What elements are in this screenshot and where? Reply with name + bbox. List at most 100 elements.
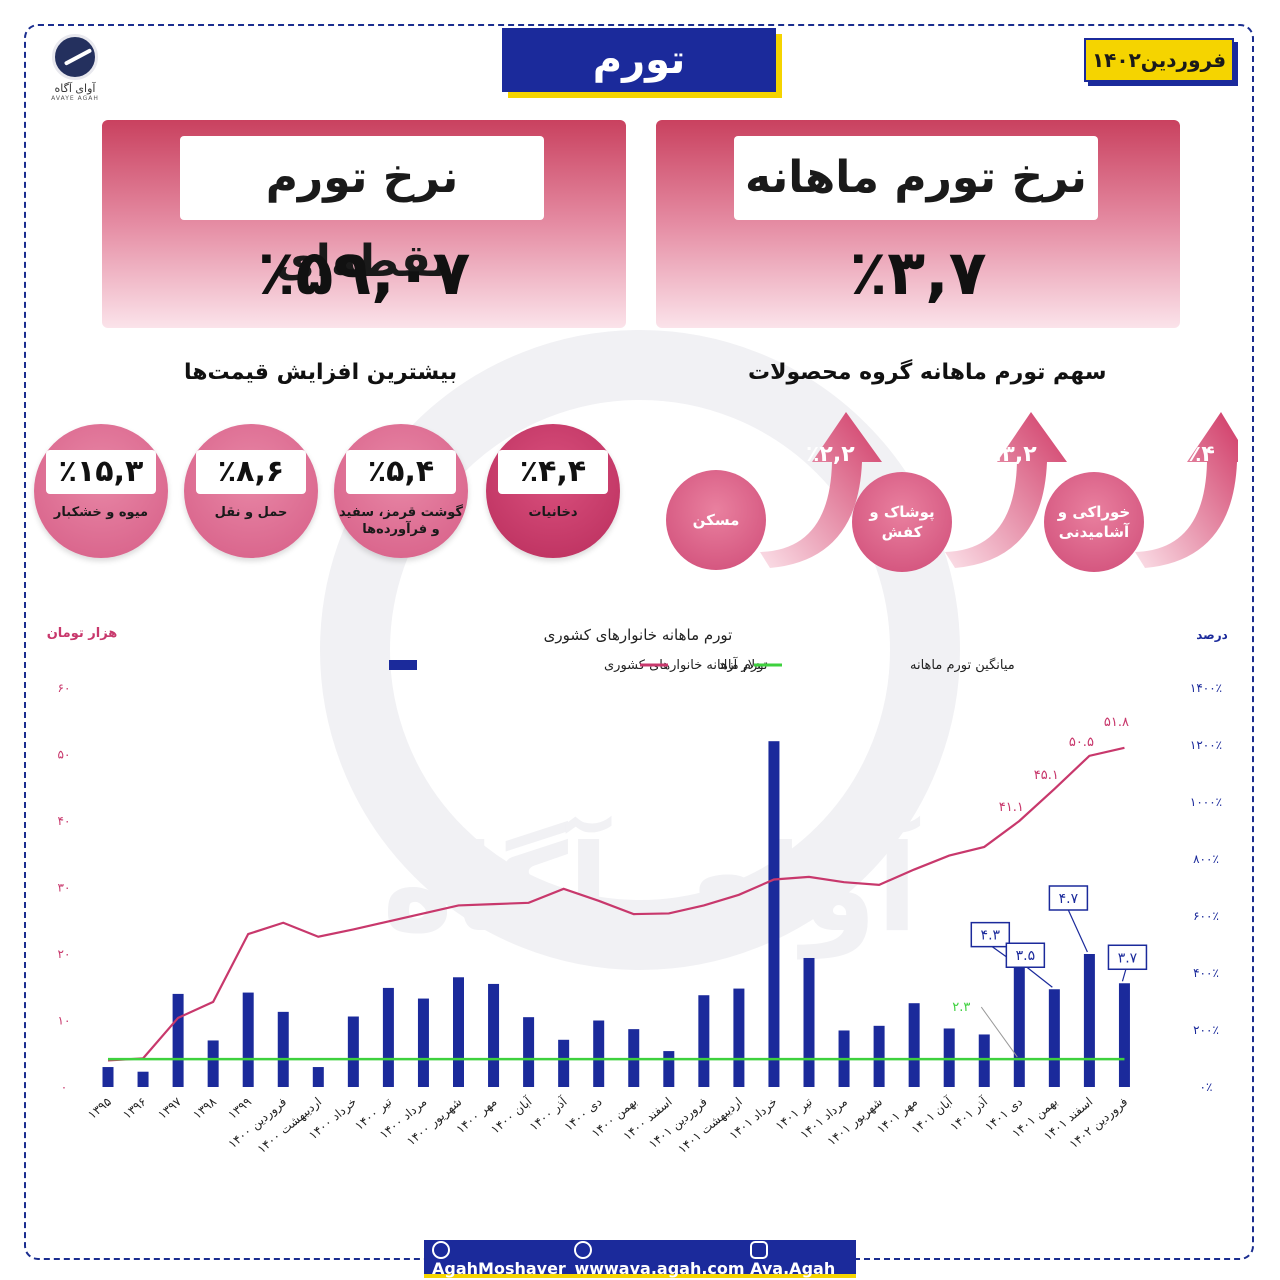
group-value-clothing: ٪۳,۲ bbox=[988, 442, 1037, 467]
watermark-text: آوای آگاه bbox=[382, 820, 918, 959]
chart-title: تورم ماهانه خانوارهای کشوری bbox=[544, 626, 733, 644]
price-bubble-value: ٪۸,۶ bbox=[196, 450, 306, 494]
left-tick-label: ۴۰ bbox=[58, 814, 71, 828]
right-tick-label: ۸۰۰٪ bbox=[1193, 852, 1219, 866]
bar bbox=[768, 741, 780, 1087]
price-bubble-label: حمل و نقل bbox=[214, 505, 288, 520]
legend-label-dollar: دلار آزاد bbox=[718, 656, 761, 673]
price-bubble-meat: ٪۵,۴ گوشت قرمز، سفید و فرآورده‌ها bbox=[334, 424, 468, 558]
bar-data-label-leader bbox=[1023, 964, 1053, 988]
bar bbox=[978, 1034, 990, 1087]
bar-data-label-box bbox=[1107, 944, 1148, 971]
footer-bar: AgahMoshaver wwwava.agah.com Ava.Agah bbox=[424, 1240, 856, 1278]
group-value-food: ٪۴ bbox=[1188, 442, 1215, 467]
arrow-housing-icon bbox=[760, 412, 882, 568]
bar bbox=[943, 1028, 955, 1087]
group-value-housing: ٪۲,۲ bbox=[806, 442, 855, 467]
right-tick-label: ۰٪ bbox=[1200, 1080, 1213, 1094]
bar bbox=[908, 1003, 920, 1087]
price-bubble-value: ٪۵,۴ bbox=[346, 450, 456, 494]
x-tick-label: آذر ۱۴۰۰ bbox=[526, 1093, 571, 1134]
point-inflation-value: ٪۵۹,۰۷ bbox=[257, 236, 471, 309]
legend-label-average: میانگین تورم ماهانه bbox=[910, 657, 1015, 673]
legend-label-bar: تورم ماهانه خانوارهای کشوری bbox=[604, 658, 768, 673]
monthly-inflation-card: نرخ تورم ماهانه ٪۳,۷ bbox=[656, 120, 1180, 328]
brand-name-fa: آوای آگاه bbox=[54, 82, 96, 95]
price-increase-title: بیشترین افزایش قیمت‌ها bbox=[184, 360, 458, 385]
footer-instagram[interactable]: Ava.Agah bbox=[750, 1240, 848, 1278]
monthly-inflation-value: ٪۳,۷ bbox=[849, 236, 987, 309]
bar bbox=[1048, 989, 1060, 1087]
dollar-line bbox=[107, 746, 1125, 1062]
bar bbox=[593, 1020, 605, 1087]
instagram-icon bbox=[750, 1241, 769, 1260]
x-tick-label: آذر ۱۴۰۱ bbox=[947, 1093, 992, 1134]
bar bbox=[733, 988, 745, 1087]
groups-title: سهم تورم ماهانه گروه محصولات bbox=[748, 360, 1107, 385]
dollar-data-label: ۴۵.۱ bbox=[1034, 768, 1059, 783]
price-bubble-value: ٪۴,۴ bbox=[498, 450, 608, 494]
price-bubble-label: دخانیات bbox=[528, 505, 578, 520]
footer-website[interactable]: wwwava.agah.com bbox=[574, 1240, 750, 1278]
right-axis-label: درصد bbox=[1196, 628, 1228, 642]
bar-data-label-leader bbox=[1066, 907, 1088, 953]
bar bbox=[558, 1039, 570, 1087]
bar-data-label: ۳.۷ bbox=[1118, 950, 1138, 966]
right-tick-label: ۲۰۰٪ bbox=[1193, 1023, 1219, 1037]
left-tick-label: ۶۰ bbox=[58, 681, 71, 695]
left-tick-label: ۲۰ bbox=[58, 947, 71, 961]
right-tick-label: ۱۰۰۰٪ bbox=[1190, 795, 1222, 809]
bar bbox=[1118, 983, 1130, 1087]
price-bubble-label: میوه و خشکبار bbox=[53, 505, 149, 520]
bar bbox=[277, 1011, 289, 1087]
right-tick-label: ۱۲۰۰٪ bbox=[1190, 738, 1222, 752]
group-arrows bbox=[760, 412, 1238, 568]
left-tick-label: ۳۰ bbox=[58, 881, 71, 895]
page-title: تورم bbox=[502, 28, 776, 92]
price-bubble-value: ٪۱۵,۳ bbox=[46, 450, 156, 494]
group-food: خوراکی و آشامیدنی bbox=[1044, 472, 1144, 572]
group-housing: مسکن bbox=[666, 470, 766, 570]
bar bbox=[698, 995, 710, 1087]
bar bbox=[873, 1025, 885, 1087]
left-tick-label: ۱۰ bbox=[58, 1014, 71, 1028]
telegram-icon bbox=[432, 1241, 450, 1260]
bar-data-label-box bbox=[1005, 942, 1046, 968]
arrow-clothing-icon bbox=[945, 412, 1067, 568]
dollar-data-label: ۵۰.۵ bbox=[1069, 735, 1094, 750]
price-bubble-label: گوشت قرمز، سفید و فرآورده‌ها bbox=[339, 505, 463, 537]
price-bubble-fruit: ٪۱۵,۳ میوه و خشکبار bbox=[34, 424, 168, 558]
brand-name-en: AVAYE AGAH bbox=[51, 95, 99, 102]
price-bubble-tobacco: ٪۴,۴ دخانیات bbox=[486, 424, 620, 558]
point-inflation-card: نرخ تورم نقطه‌ای ٪۵۹,۰۷ bbox=[102, 120, 626, 328]
x-tick-label: ۱۳۹۷ bbox=[155, 1094, 184, 1122]
left-axis-label: هزار تومان bbox=[47, 626, 118, 641]
brand-logo-icon bbox=[52, 34, 98, 80]
report-date: فروردین۱۴۰۲ bbox=[1084, 38, 1234, 82]
left-tick-label: ۵۰ bbox=[58, 748, 71, 762]
bar bbox=[347, 1016, 359, 1087]
bar bbox=[382, 987, 394, 1087]
globe-icon bbox=[574, 1241, 593, 1260]
bar-data-label-box bbox=[970, 921, 1011, 948]
bar bbox=[803, 957, 815, 1087]
bar bbox=[172, 993, 184, 1087]
group-clothing: پوشاک و کفش bbox=[852, 472, 952, 572]
dollar-data-label: ۵۱.۸ bbox=[1104, 715, 1129, 730]
bar bbox=[137, 1071, 149, 1087]
bar-data-label-box bbox=[1048, 885, 1089, 911]
footer-telegram-text: AgahMoshaver bbox=[432, 1259, 566, 1279]
monthly-inflation-label: نرخ تورم ماهانه bbox=[734, 136, 1098, 220]
bar bbox=[207, 1040, 219, 1087]
footer-telegram[interactable]: AgahMoshaver bbox=[432, 1240, 574, 1279]
bar bbox=[102, 1067, 114, 1087]
bar bbox=[488, 983, 500, 1087]
bar bbox=[1083, 954, 1095, 1087]
bar-data-label: ۳.۵ bbox=[1016, 948, 1036, 964]
bar bbox=[417, 998, 429, 1087]
average-data-label: ۲.۳ bbox=[952, 1000, 970, 1015]
x-tick-label: ۱۳۹۸ bbox=[190, 1094, 219, 1122]
right-tick-label: ۶۰۰٪ bbox=[1193, 909, 1219, 923]
right-tick-label: ۱۴۰۰٪ bbox=[1190, 681, 1222, 695]
bar bbox=[453, 977, 464, 1087]
